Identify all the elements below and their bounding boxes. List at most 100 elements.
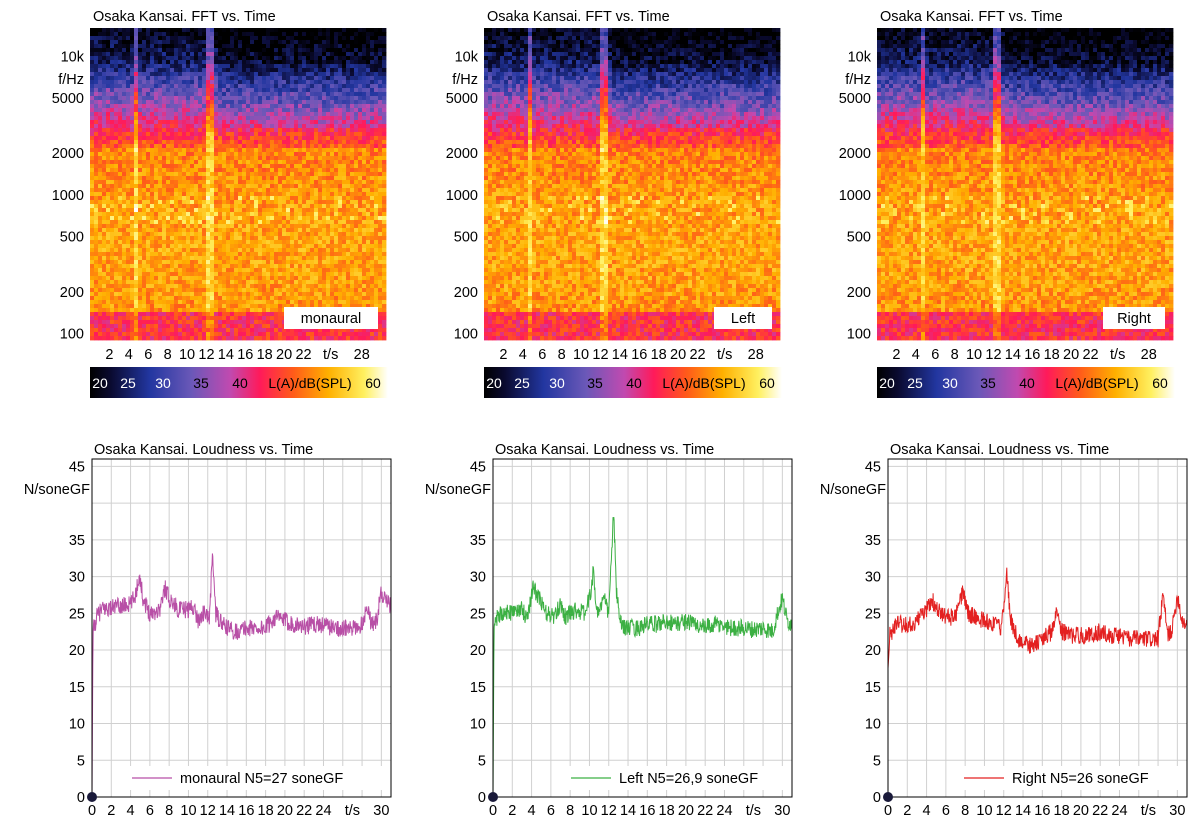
loudness-ytick-label: 10 [865, 717, 881, 733]
grid [493, 459, 792, 797]
loudness-ylabel: N/soneGF [820, 482, 886, 498]
spectrogram-heatmap [877, 28, 1174, 341]
spectrogram-xtick-label: 28 [354, 347, 370, 363]
loudness-xtick-label: 4 [923, 803, 931, 819]
colorbar-gradient [877, 367, 1175, 398]
loudness-ytick-label: 25 [69, 606, 85, 622]
colorbar-gradient [90, 367, 388, 398]
loudness-ytick-label: 20 [69, 643, 85, 659]
loudness-xtick-label: 22 [1092, 803, 1108, 819]
spectrogram-xtick-label: 4 [912, 347, 920, 363]
loudness-xtick-label: 6 [547, 803, 555, 819]
colorbar-gradient [484, 367, 782, 398]
origin-marker [883, 792, 893, 802]
legend: Left N5=26,9 soneGF [567, 766, 784, 790]
spectrogram-ytick-label: 1000 [839, 188, 871, 204]
spectrogram-xtick-label: 28 [1141, 347, 1157, 363]
channel-badge [284, 307, 378, 329]
colorbar-tick-label: 40 [626, 375, 642, 391]
spectrogram-ytick-label: 100 [454, 327, 478, 343]
spectrogram-ytick-label: 10k [61, 49, 85, 65]
channel-badge [714, 307, 772, 329]
channel-badge-label: Left [731, 311, 755, 327]
spectrogram-xtick-label: 6 [538, 347, 546, 363]
colorbar-tick-label: 25 [514, 375, 530, 391]
legend: Right N5=26 soneGF [960, 766, 1179, 790]
loudness-xtick-label: 0 [489, 803, 497, 819]
spectrogram-xtick-label: 4 [125, 347, 133, 363]
spectrogram-xtick-label: 10 [573, 347, 589, 363]
loudness-xlabel: t/s [746, 803, 761, 819]
spectrogram-xtick-label: 18 [1044, 347, 1060, 363]
loudness-xtick-label: 8 [165, 803, 173, 819]
loudness-ytick-label: 5 [478, 753, 486, 769]
spectrogram-xtick-label: 12 [198, 347, 214, 363]
spectrogram-xtick-label: 4 [519, 347, 527, 363]
colorbar: 20 25 30 35 40 60 L(A)/dB(SPL) [877, 367, 1175, 398]
spectrogram-xtick-label: 6 [144, 347, 152, 363]
loudness-xtick-label: 6 [146, 803, 154, 819]
spectrogram-ytick-label: 5000 [839, 91, 871, 107]
loudness-xtick-label: 16 [238, 803, 254, 819]
colorbar-tick-label: 35 [980, 375, 996, 391]
loudness-xtick-label: 12 [996, 803, 1012, 819]
loudness-xtick-label: 30 [1169, 803, 1185, 819]
colorbar-tick-label: 60 [1152, 375, 1168, 391]
loudness-ytick-label: 10 [69, 717, 85, 733]
loudness-xtick-label: 8 [961, 803, 969, 819]
spectrogram-ytick-label: 5000 [52, 91, 84, 107]
colorbar-tick-label: 30 [942, 375, 958, 391]
loudness-xtick-label: 6 [942, 803, 950, 819]
loudness-xtick-label: 24 [315, 803, 331, 819]
spectrogram-xtick-label: 12 [592, 347, 608, 363]
loudness-xtick-label: 14 [620, 803, 636, 819]
plot-area [888, 459, 1187, 797]
loudness-title: Osaka Kansai. Loudness vs. Time [495, 442, 714, 458]
loudness-xtick-label: 24 [1111, 803, 1127, 819]
spectrogram-xtick-label: 20 [276, 347, 292, 363]
spectrogram-xtick-label: 16 [631, 347, 647, 363]
spectrogram-title: Osaka Kansai. FFT vs. Time [93, 9, 276, 25]
loudness-xlabel: t/s [345, 803, 360, 819]
spectrogram-ytick-label: 500 [847, 230, 871, 246]
spectrogram-ytick-label: 2000 [52, 146, 84, 162]
loudness-xtick-label: 22 [697, 803, 713, 819]
loudness-xtick-label: 30 [774, 803, 790, 819]
loudness-xtick-label: 8 [566, 803, 574, 819]
loudness-xtick-label: 14 [1015, 803, 1031, 819]
spectrogram-xtick-label: 14 [218, 347, 234, 363]
loudness-xtick-label: 2 [508, 803, 516, 819]
loudness-title: Osaka Kansai. Loudness vs. Time [890, 442, 1109, 458]
loudness-xtick-label: 12 [601, 803, 617, 819]
spectrogram-xtick-label: 20 [670, 347, 686, 363]
loudness-series-line [887, 567, 1188, 669]
plot-frame [492, 458, 793, 798]
colorbar-tick-label: 20 [879, 375, 895, 391]
spectrogram-xtick-label: 16 [1024, 347, 1040, 363]
loudness-xtick-label: 0 [884, 803, 892, 819]
loudness-xtick-label: 2 [107, 803, 115, 819]
spectrogram-ytick-label: 2000 [446, 146, 478, 162]
colorbar: 20 25 30 35 40 60 L(A)/dB(SPL) [90, 367, 388, 398]
legend-label: Right N5=26 soneGF [1012, 771, 1149, 787]
channel-badge-label: Right [1117, 311, 1151, 327]
loudness-ylabel: N/soneGF [425, 482, 491, 498]
spectrogram-title: Osaka Kansai. FFT vs. Time [880, 9, 1063, 25]
spectrogram-xtick-label: 10 [966, 347, 982, 363]
spectrogram-ytick-label: 100 [60, 327, 84, 343]
spectrogram-xtick-label: 2 [105, 347, 113, 363]
spectrogram-heatmap [484, 28, 781, 341]
spectrogram-xtick-label: 2 [892, 347, 900, 363]
colorbar-tick-label: 25 [907, 375, 923, 391]
colorbar-tick-label: 30 [155, 375, 171, 391]
spectrogram-xtick-label: 18 [651, 347, 667, 363]
spectrogram-xtick-label: 14 [1005, 347, 1021, 363]
loudness-xtick-label: 16 [639, 803, 655, 819]
colorbar-tick-label: 30 [549, 375, 565, 391]
spectrogram-xtick-label: 8 [951, 347, 959, 363]
loudness-ytick-label: 15 [865, 680, 881, 696]
spectrogram-ytick-label: 200 [60, 285, 84, 301]
loudness-xtick-label: 10 [976, 803, 992, 819]
loudness-xlabel: t/s [1141, 803, 1156, 819]
spectrogram-xtick-label: 8 [164, 347, 172, 363]
